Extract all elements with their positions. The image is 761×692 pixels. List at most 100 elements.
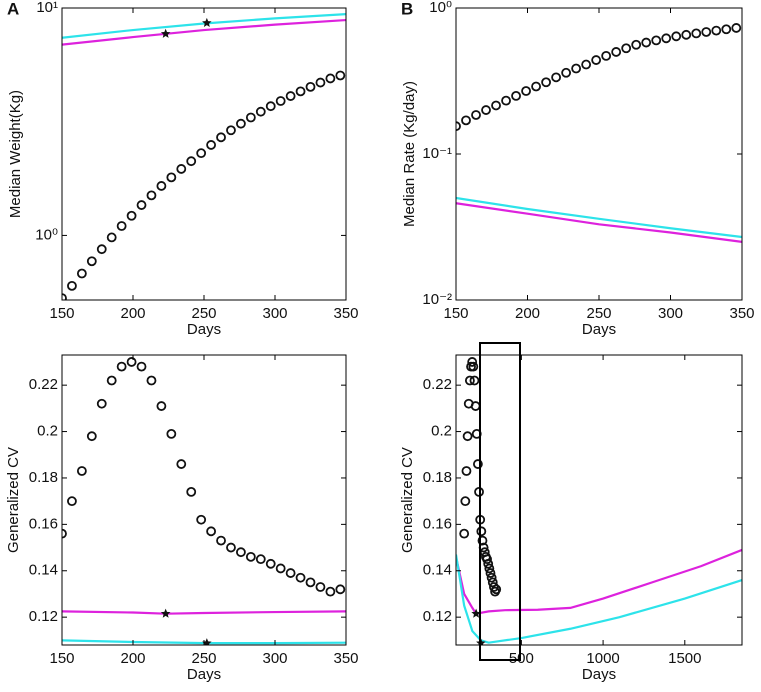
data-point <box>136 361 147 372</box>
data-point <box>255 554 266 565</box>
data-point <box>641 37 652 48</box>
y-tick-label: 10⁰ <box>35 226 58 243</box>
data-point <box>521 86 531 96</box>
data-point <box>315 582 326 592</box>
x-axis-label: Days <box>582 666 616 683</box>
data-point <box>67 496 77 507</box>
y-tick-label: 0.14 <box>423 562 452 579</box>
plot-area <box>62 357 346 645</box>
axes-frame <box>61 354 347 646</box>
data-point <box>62 293 67 300</box>
data-point <box>86 256 97 267</box>
data-point <box>86 431 97 442</box>
x-tick-label: 200 <box>515 305 540 322</box>
axes-frame <box>455 354 743 646</box>
data-point <box>461 466 472 476</box>
data-point <box>461 115 471 126</box>
data-point <box>325 586 336 597</box>
y-tick-label: 0.14 <box>29 562 58 579</box>
data-point <box>631 39 642 50</box>
curve <box>62 13 346 39</box>
data-point <box>315 77 326 88</box>
y-tick-label: 0.12 <box>423 608 452 625</box>
data-point <box>531 81 541 92</box>
axes-frame <box>455 7 743 301</box>
data-point <box>186 156 197 167</box>
x-tick-label: 250 <box>586 305 611 322</box>
data-point <box>481 105 491 115</box>
data-point <box>116 361 127 372</box>
plot-area <box>456 357 742 645</box>
data-point <box>701 27 712 37</box>
data-point <box>255 106 266 117</box>
data-point <box>216 535 226 546</box>
y-axis-label: Generalized CV <box>5 447 22 553</box>
data-point <box>472 459 483 469</box>
x-tick-label: 200 <box>120 305 145 322</box>
data-point <box>76 268 87 279</box>
data-point <box>335 70 346 81</box>
data-point <box>581 59 592 70</box>
plot-area <box>62 13 346 300</box>
plot-area <box>456 23 742 243</box>
y-tick-label: 10⁰ <box>429 0 452 16</box>
data-point <box>67 280 77 291</box>
x-tick-label: 300 <box>262 650 287 667</box>
data-point <box>265 101 276 112</box>
data-point <box>96 244 107 255</box>
data-point <box>176 164 187 174</box>
data-point <box>106 375 117 386</box>
data-point <box>462 431 473 442</box>
y-tick-label: 10⁻² <box>422 291 452 308</box>
data-point <box>325 73 336 84</box>
data-point <box>471 110 481 120</box>
data-point <box>176 459 187 469</box>
x-axis-label: Days <box>187 321 221 338</box>
data-point <box>489 582 499 592</box>
x-tick-label: 250 <box>191 650 216 667</box>
data-point <box>236 118 246 129</box>
data-point <box>186 486 197 497</box>
curve <box>456 196 742 239</box>
data-point <box>166 172 177 183</box>
data-point <box>166 428 177 439</box>
highlight-box <box>479 342 521 661</box>
data-point <box>275 563 286 574</box>
y-tick-label: 0.2 <box>37 423 58 440</box>
axes-frame <box>61 7 347 301</box>
data-point <box>477 535 488 546</box>
data-point <box>591 55 602 65</box>
x-tick-label: 200 <box>120 650 145 667</box>
curve <box>456 548 742 615</box>
x-tick-label: 150 <box>49 650 74 667</box>
data-point <box>485 568 496 578</box>
x-tick-label: 250 <box>191 305 216 322</box>
y-tick-label: 0.16 <box>423 515 452 532</box>
y-tick-label: 0.2 <box>431 423 452 440</box>
y-tick-label: 10¹ <box>36 0 58 16</box>
data-point <box>501 95 511 106</box>
data-point <box>491 584 502 595</box>
data-point <box>275 96 286 106</box>
data-point <box>206 140 217 150</box>
data-point <box>136 200 147 210</box>
data-point <box>216 132 226 143</box>
data-point <box>671 31 682 42</box>
data-point <box>226 125 236 136</box>
x-tick-label: 350 <box>333 650 358 667</box>
data-point <box>621 43 632 54</box>
x-axis-label: Days <box>187 666 221 683</box>
y-tick-label: 0.16 <box>29 515 58 532</box>
data-point <box>295 86 306 97</box>
data-point <box>156 181 167 191</box>
x-tick-label: 150 <box>49 305 74 322</box>
y-tick-label: 10⁻¹ <box>422 145 452 162</box>
data-point <box>285 91 296 101</box>
data-point <box>541 77 551 88</box>
x-tick-label: 1000 <box>586 650 619 667</box>
data-point <box>464 375 475 386</box>
data-point <box>236 547 246 558</box>
data-point <box>611 47 622 57</box>
data-point <box>106 232 117 243</box>
data-point <box>245 112 256 123</box>
